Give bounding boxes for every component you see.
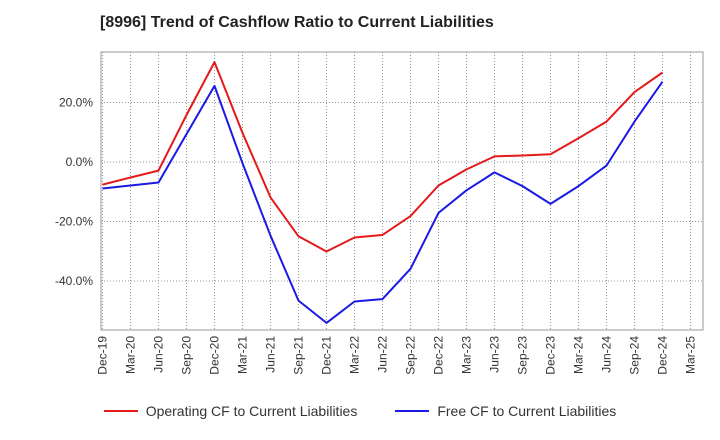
- x-tick-label: Sep-23: [516, 336, 530, 375]
- operating-cf-line: [102, 61, 664, 253]
- y-axis-tick-labels: -40.0% -20.0% 0.0% 20.0%: [55, 96, 93, 288]
- y-tick-label: -20.0%: [55, 214, 93, 228]
- x-tick-label: Dec-21: [320, 336, 334, 375]
- x-tick-label: Mar-23: [460, 336, 474, 374]
- y-tick-label: -40.0%: [55, 274, 93, 288]
- x-tick-label: Jun-21: [264, 336, 278, 373]
- x-tick-label: Dec-22: [432, 336, 446, 375]
- y-tick-label: 0.0%: [66, 155, 94, 169]
- x-tick-label: Mar-25: [684, 336, 698, 374]
- legend-item-operating-cf: Operating CF to Current Liabilities: [103, 403, 358, 419]
- series-lines: [102, 61, 664, 324]
- x-tick-label: Dec-20: [208, 336, 222, 375]
- legend-swatch-free-cf: [395, 410, 430, 412]
- free-cf-line: [102, 81, 664, 324]
- x-tick-label: Sep-21: [292, 336, 306, 375]
- x-tick-label: Sep-24: [628, 336, 642, 375]
- x-tick-label: Jun-23: [488, 336, 502, 373]
- legend: Operating CF to Current Liabilities Free…: [0, 403, 720, 419]
- x-tick-label: Dec-23: [544, 336, 558, 375]
- x-tick-label: Mar-22: [348, 336, 362, 374]
- x-tick-label: Mar-21: [236, 336, 250, 374]
- x-tick-label: Jun-20: [152, 336, 166, 373]
- plot-area: [100, 51, 704, 331]
- x-tick-label: Dec-19: [96, 336, 110, 375]
- x-tick-label: Sep-22: [404, 336, 418, 375]
- x-tick-label: Dec-24: [656, 336, 670, 375]
- x-tick-label: Mar-24: [572, 336, 586, 374]
- x-tick-label: Jun-24: [600, 336, 614, 373]
- y-tick-label: 20.0%: [59, 96, 93, 110]
- vertical-gridlines: [102, 52, 691, 330]
- x-tick-label: Sep-20: [180, 336, 194, 375]
- chart-title: [8996] Trend of Cashflow Ratio to Curren…: [100, 14, 494, 31]
- x-tick-label: Jun-22: [376, 336, 390, 373]
- legend-item-free-cf: Free CF to Current Liabilities: [395, 403, 616, 419]
- legend-label-operating-cf: Operating CF to Current Liabilities: [145, 403, 358, 419]
- legend-swatch-operating-cf: [103, 410, 138, 412]
- x-tick-label: Mar-20: [124, 336, 138, 374]
- x-axis-tick-labels: Dec-19 Mar-20 Jun-20 Sep-20 Dec-20 Mar-21 Jun-…: [96, 336, 698, 375]
- legend-label-free-cf: Free CF to Current Liabilities: [437, 403, 617, 419]
